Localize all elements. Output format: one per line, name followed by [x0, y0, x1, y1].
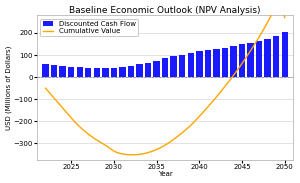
- Bar: [68, 67, 74, 77]
- Bar: [102, 68, 109, 77]
- Bar: [119, 67, 126, 77]
- Bar: [59, 66, 66, 77]
- Title: Baseline Economic Outlook (NPV Analysis): Baseline Economic Outlook (NPV Analysis): [69, 5, 261, 15]
- Cumulative Value: [240, 62, 244, 64]
- Bar: [213, 49, 220, 77]
- Cumulative Value: [283, 16, 286, 19]
- Bar: [222, 48, 228, 77]
- Bar: [248, 43, 254, 77]
- Bar: [111, 68, 117, 77]
- Bar: [51, 65, 57, 77]
- X-axis label: Year: Year: [158, 171, 172, 178]
- Bar: [256, 41, 262, 77]
- Bar: [162, 58, 168, 77]
- Bar: [239, 44, 245, 77]
- Bar: [76, 67, 83, 77]
- Bar: [153, 61, 160, 77]
- Bar: [282, 32, 288, 77]
- Bar: [205, 50, 211, 77]
- Cumulative Value: [277, 7, 280, 9]
- Bar: [179, 55, 185, 77]
- Cumulative Value: [159, 146, 163, 148]
- Bar: [136, 64, 143, 77]
- Bar: [265, 39, 271, 77]
- Bar: [230, 46, 237, 77]
- Cumulative Value: [130, 154, 134, 156]
- Bar: [42, 64, 49, 77]
- Bar: [196, 51, 203, 77]
- Bar: [145, 63, 151, 77]
- Bar: [94, 68, 100, 77]
- Cumulative Value: [158, 147, 161, 149]
- Cumulative Value: [44, 87, 47, 89]
- Cumulative Value: [187, 126, 190, 128]
- Line: Cumulative Value: Cumulative Value: [46, 8, 285, 155]
- Bar: [128, 66, 134, 77]
- Y-axis label: USD (Millions of Dollars): USD (Millions of Dollars): [6, 45, 12, 130]
- Bar: [188, 53, 194, 77]
- Cumulative Value: [278, 7, 282, 10]
- Legend: Discounted Cash Flow, Cumulative Value: Discounted Cash Flow, Cumulative Value: [40, 19, 138, 36]
- Bar: [85, 68, 92, 77]
- Bar: [273, 36, 279, 77]
- Cumulative Value: [174, 137, 177, 139]
- Bar: [170, 56, 177, 77]
